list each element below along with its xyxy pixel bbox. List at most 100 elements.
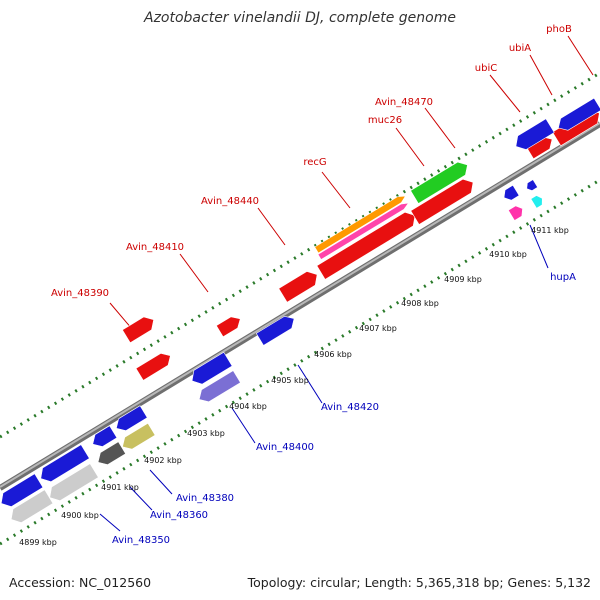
gene-avin-48360-shape[interactable] [94,441,127,468]
gene-avin-48440-shape[interactable] [278,268,321,303]
tick-label-4906-kbp: 4906 kbp [314,350,352,359]
dotted-track-2 [0,178,600,546]
leader-phob [567,35,594,76]
label-avin-48360[interactable]: Avin_48360 [150,510,208,521]
gene-blue-tiny-2[interactable] [524,179,539,193]
label-avin-48380[interactable]: Avin_48380 [176,493,234,504]
gene-hupa-cyan-shape[interactable] [530,194,545,209]
accession-text: Accession: NC_012560 [9,575,152,590]
leader-recg [321,171,351,209]
genome-summary-text: Topology: circular; Length: 5,365,318 bp… [247,575,591,590]
gene-avin-48360[interactable] [94,441,127,468]
tick-label-4910-kbp: 4910 kbp [489,250,527,259]
feature-track-dots [0,71,600,546]
gene-features[interactable] [0,97,600,527]
genome-backbone [0,121,600,491]
tick-label-4909-kbp: 4909 kbp [444,275,482,284]
gene-red-mid-shape[interactable] [135,350,174,381]
gene-muc26[interactable] [410,176,477,225]
leader-avin-48380 [149,469,173,495]
label-avin-48410[interactable]: Avin_48410 [126,242,184,253]
gene-avin-48380[interactable] [113,405,148,435]
gene-avin-48380-alt[interactable] [119,422,156,453]
gene-muc26-shape[interactable] [410,176,477,225]
leader-avin-48440 [257,207,286,246]
dotted-track-1 [0,71,600,439]
gene-recg-pink[interactable] [317,200,410,260]
gene-blue-tiny-shape[interactable] [501,184,520,203]
gene-ubia-blue[interactable] [555,97,600,134]
gene-avin-48410[interactable] [215,313,243,338]
gene-blue-small-shape[interactable] [89,425,118,450]
gene-grey-left-shape[interactable] [7,489,54,527]
map-title: Azotobacter vinelandii DJ, complete geno… [144,10,456,26]
gene-avin-48400-alt[interactable] [196,370,241,406]
tick-label-4911-kbp: 4911 kbp [531,226,569,235]
gene-avin-48400-alt-shape[interactable] [196,370,241,406]
tick-label-4904-kbp: 4904 kbp [229,402,267,411]
label-leader-lines [99,35,594,532]
leader-avin-48400 [231,407,256,444]
gene-blue-tiny[interactable] [501,184,520,203]
gene-avin-48380-alt-shape[interactable] [119,422,156,453]
gene-blue-tiny-2-shape[interactable] [524,179,539,193]
label-avin-48470[interactable]: Avin_48470 [375,97,433,108]
tick-label-4900-kbp: 4900 kbp [61,511,99,520]
gene-grey-b-shape[interactable] [46,463,99,505]
gene-labels[interactable]: Avin_48390 Avin_48410 Avin_48440 recG muc26 A… [51,24,576,546]
label-hupa[interactable]: hupA [550,272,576,283]
gene-recg[interactable] [316,209,419,280]
gene-avin-48350-shape[interactable] [37,444,90,486]
gene-avin-48420-shape[interactable] [255,313,297,346]
label-avin-48350[interactable]: Avin_48350 [112,535,170,546]
gene-recg-orange-shape[interactable] [314,193,408,254]
gene-avin-48410-shape[interactable] [215,313,243,338]
gene-hupa-pink[interactable] [507,203,525,221]
gene-hupa-pink-shape[interactable] [507,203,525,221]
label-avin-48400[interactable]: Avin_48400 [256,442,314,453]
gene-avin-48470-shape[interactable] [410,159,472,204]
label-recg[interactable]: recG [303,157,326,168]
gene-avin-48390-shape[interactable] [122,313,157,344]
tick-label-4899-kbp: 4899 kbp [19,538,57,547]
gene-avin-48420[interactable] [255,313,297,346]
gene-recg-pink-shape[interactable] [317,200,410,260]
gene-avin-48350[interactable] [37,444,90,486]
label-avin-48420[interactable]: Avin_48420 [321,402,379,413]
gene-blue-left-shape[interactable] [0,473,44,511]
leader-avin-48410 [179,253,209,293]
gene-ubi-blue[interactable] [512,118,555,153]
label-muc26[interactable]: muc26 [368,115,402,126]
gene-avin-48440[interactable] [278,268,321,303]
tick-label-4907-kbp: 4907 kbp [359,324,397,333]
label-phob[interactable]: phoB [546,24,572,35]
label-ubia[interactable]: ubiA [509,43,531,54]
gene-avin-48400-shape[interactable] [188,351,233,387]
leader-avin-48470 [424,107,456,149]
gene-grey-left[interactable] [7,489,54,527]
gene-avin-48400[interactable] [188,351,233,387]
label-avin-48440[interactable]: Avin_48440 [201,196,259,207]
label-ubic[interactable]: ubiC [475,63,497,74]
leader-muc26 [395,127,425,167]
leader-avin-48360 [129,486,153,511]
gene-avin-48390[interactable] [122,313,157,344]
gene-blue-small[interactable] [89,425,118,450]
gene-blue-left[interactable] [0,473,44,511]
gene-hupa-cyan[interactable] [530,194,545,209]
gene-ubia-blue-shape[interactable] [555,97,600,134]
gene-recg-shape[interactable] [316,209,419,280]
gene-avin-48470[interactable] [410,159,472,204]
gene-ubi-blue-shape[interactable] [512,118,555,153]
gene-avin-48380-shape[interactable] [113,405,148,435]
leader-avin-48420 [297,364,323,404]
label-avin-48390[interactable]: Avin_48390 [51,288,109,299]
kbp-tick-labels: 4899 kbp 4900 kbp 4901 kbp 4902 kbp 4903 kbp… [19,226,569,547]
tick-label-4901-kbp: 4901 kbp [101,483,139,492]
gene-grey-b[interactable] [46,463,99,505]
gene-red-mid[interactable] [135,350,174,381]
leader-ubic [489,74,521,113]
gene-recg-orange[interactable] [314,193,408,254]
tick-label-4905-kbp: 4905 kbp [271,376,309,385]
